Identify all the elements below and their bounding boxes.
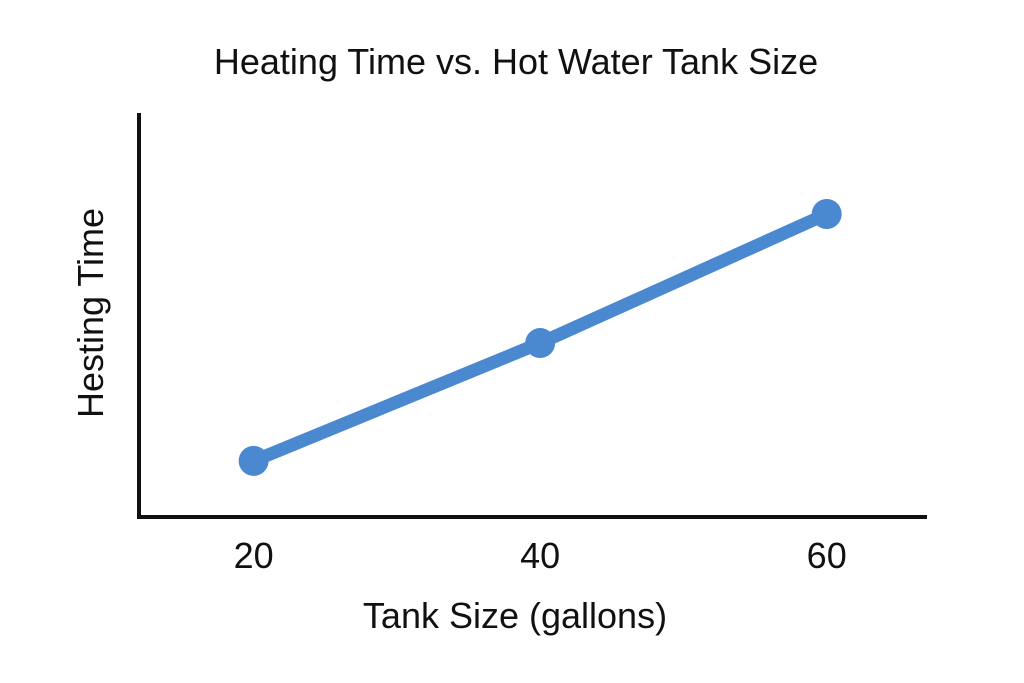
x-axis-label: Tank Size (gallons) [363, 595, 667, 636]
data-point [525, 328, 556, 359]
x-tick-label: 60 [807, 535, 847, 576]
x-tick-labels: 20 40 60 [234, 535, 847, 576]
x-tick-label: 40 [520, 535, 560, 576]
data-point [238, 445, 269, 476]
data-point [811, 199, 842, 229]
chart-title: Heating Time vs. Hot Water Tank Size [214, 41, 818, 82]
x-tick-label: 20 [234, 535, 274, 576]
y-axis-label: Hesting Time [70, 208, 111, 418]
series-layer [238, 199, 842, 476]
